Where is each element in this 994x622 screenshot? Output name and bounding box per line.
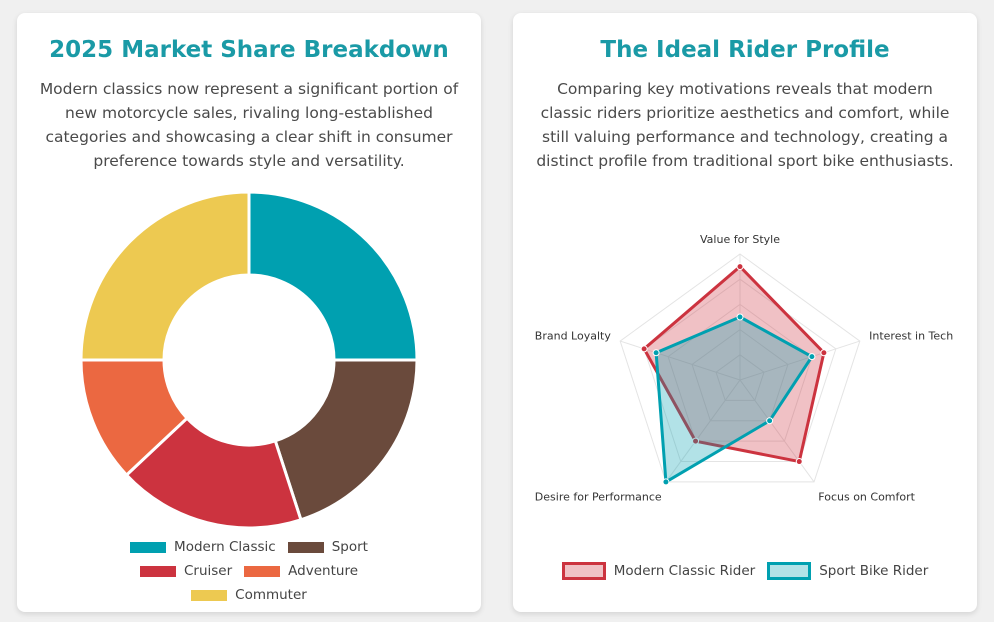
legend-item: Sport xyxy=(287,537,368,557)
donut-segment xyxy=(124,416,303,530)
donut-segment xyxy=(273,358,419,522)
grid-spoke xyxy=(665,379,741,483)
legend-item: Modern Classic Rider xyxy=(561,561,756,581)
legend-item: Modern Classic xyxy=(130,537,276,557)
legend-item: Commuter xyxy=(191,585,307,605)
legend-swatch xyxy=(767,562,812,580)
radar-point xyxy=(640,345,648,353)
legend-label: Modern Classic Rider xyxy=(613,563,756,579)
radar-area xyxy=(654,315,815,485)
grid-ring xyxy=(667,303,813,442)
donut-segment xyxy=(247,190,419,362)
legend-swatch xyxy=(244,565,281,577)
radar-point xyxy=(808,353,816,361)
chart-title: The Ideal Rider Profile xyxy=(600,37,890,63)
legend-label: Modern Classic xyxy=(174,539,276,555)
legend: Modern Classic Rider Sport Bike Rider xyxy=(513,561,977,581)
legend-label: Sport xyxy=(331,539,368,555)
radar-point xyxy=(736,313,744,321)
grid-ring xyxy=(643,278,837,463)
radar-point xyxy=(736,263,744,271)
legend-label: Adventure xyxy=(288,563,358,579)
legend-item: Sport Bike Rider xyxy=(767,561,928,581)
chart: Value for Style Interest in Tech Focus on … xyxy=(535,233,953,503)
legend-swatch xyxy=(130,541,167,553)
legend-swatch xyxy=(191,589,228,601)
chart-title: 2025 Market Share Breakdown xyxy=(49,37,449,63)
grid-spoke xyxy=(739,340,860,381)
grid-ring xyxy=(691,328,789,422)
card: 2025 Market Share Breakdown Modern class… xyxy=(17,13,481,612)
card: Value for Style Interest in Tech Focus on … xyxy=(513,13,977,612)
radar-point xyxy=(652,349,660,357)
chart-subtitle: Comparing key motivations reveals that m… xyxy=(536,80,954,170)
grid-spoke xyxy=(739,379,815,483)
grid-ring xyxy=(619,253,861,483)
grid-spoke xyxy=(620,340,741,381)
axis-label: Brand Loyalty xyxy=(535,330,612,343)
radar-point xyxy=(692,437,700,445)
chart-subtitle: Modern classics now represent a signific… xyxy=(39,80,459,170)
legend-item: Adventure xyxy=(244,561,358,581)
legend-swatch xyxy=(561,562,606,580)
radar-point xyxy=(662,478,670,486)
legend-item: Cruiser xyxy=(139,561,233,581)
axis-label: Desire for Performance xyxy=(535,490,662,503)
legend-label: Commuter xyxy=(235,587,307,603)
axis-label: Focus on Comfort xyxy=(818,490,915,503)
axis-label: Value for Style xyxy=(700,233,780,246)
legend: Modern Classic Sport Cruiser Adventure Commu… xyxy=(17,537,481,605)
radar-point xyxy=(820,349,828,357)
legend-label: Sport Bike Rider xyxy=(819,563,929,579)
chart xyxy=(79,190,419,530)
donut-segment xyxy=(79,190,251,362)
legend-swatch xyxy=(287,541,324,553)
radar-area xyxy=(642,264,826,464)
grid-ring xyxy=(715,354,765,401)
radar-point xyxy=(795,458,803,466)
legend-label: Cruiser xyxy=(183,563,233,579)
legend-swatch xyxy=(139,565,176,577)
radar-point xyxy=(766,417,774,425)
axis-label: Interest in Tech xyxy=(869,330,953,343)
